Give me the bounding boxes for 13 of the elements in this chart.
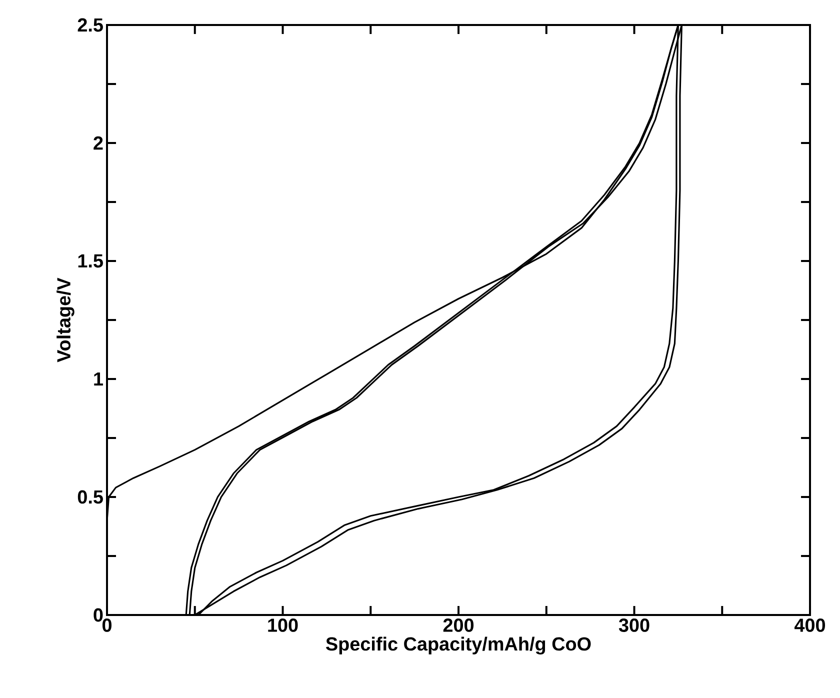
x-tick-label: 400 bbox=[794, 618, 826, 632]
y-tick-label: 0.5 bbox=[78, 490, 103, 504]
x-tick-label: 0 bbox=[102, 618, 112, 632]
y-axis-title: Voltage/V bbox=[56, 278, 74, 362]
x-axis-title: Specific Capacity/mAh/g CoO bbox=[326, 636, 591, 655]
x-tick-label: 300 bbox=[618, 618, 650, 632]
x-tick-label: 200 bbox=[443, 618, 474, 632]
y-tick-label: 0 bbox=[94, 608, 103, 622]
y-tick-label: 1.5 bbox=[78, 254, 103, 268]
x-tick-label: 100 bbox=[268, 618, 298, 632]
y-tick-label: 2.5 bbox=[78, 18, 103, 32]
y-tick-label: 1 bbox=[94, 372, 103, 386]
y-tick-label: 2 bbox=[94, 136, 103, 150]
